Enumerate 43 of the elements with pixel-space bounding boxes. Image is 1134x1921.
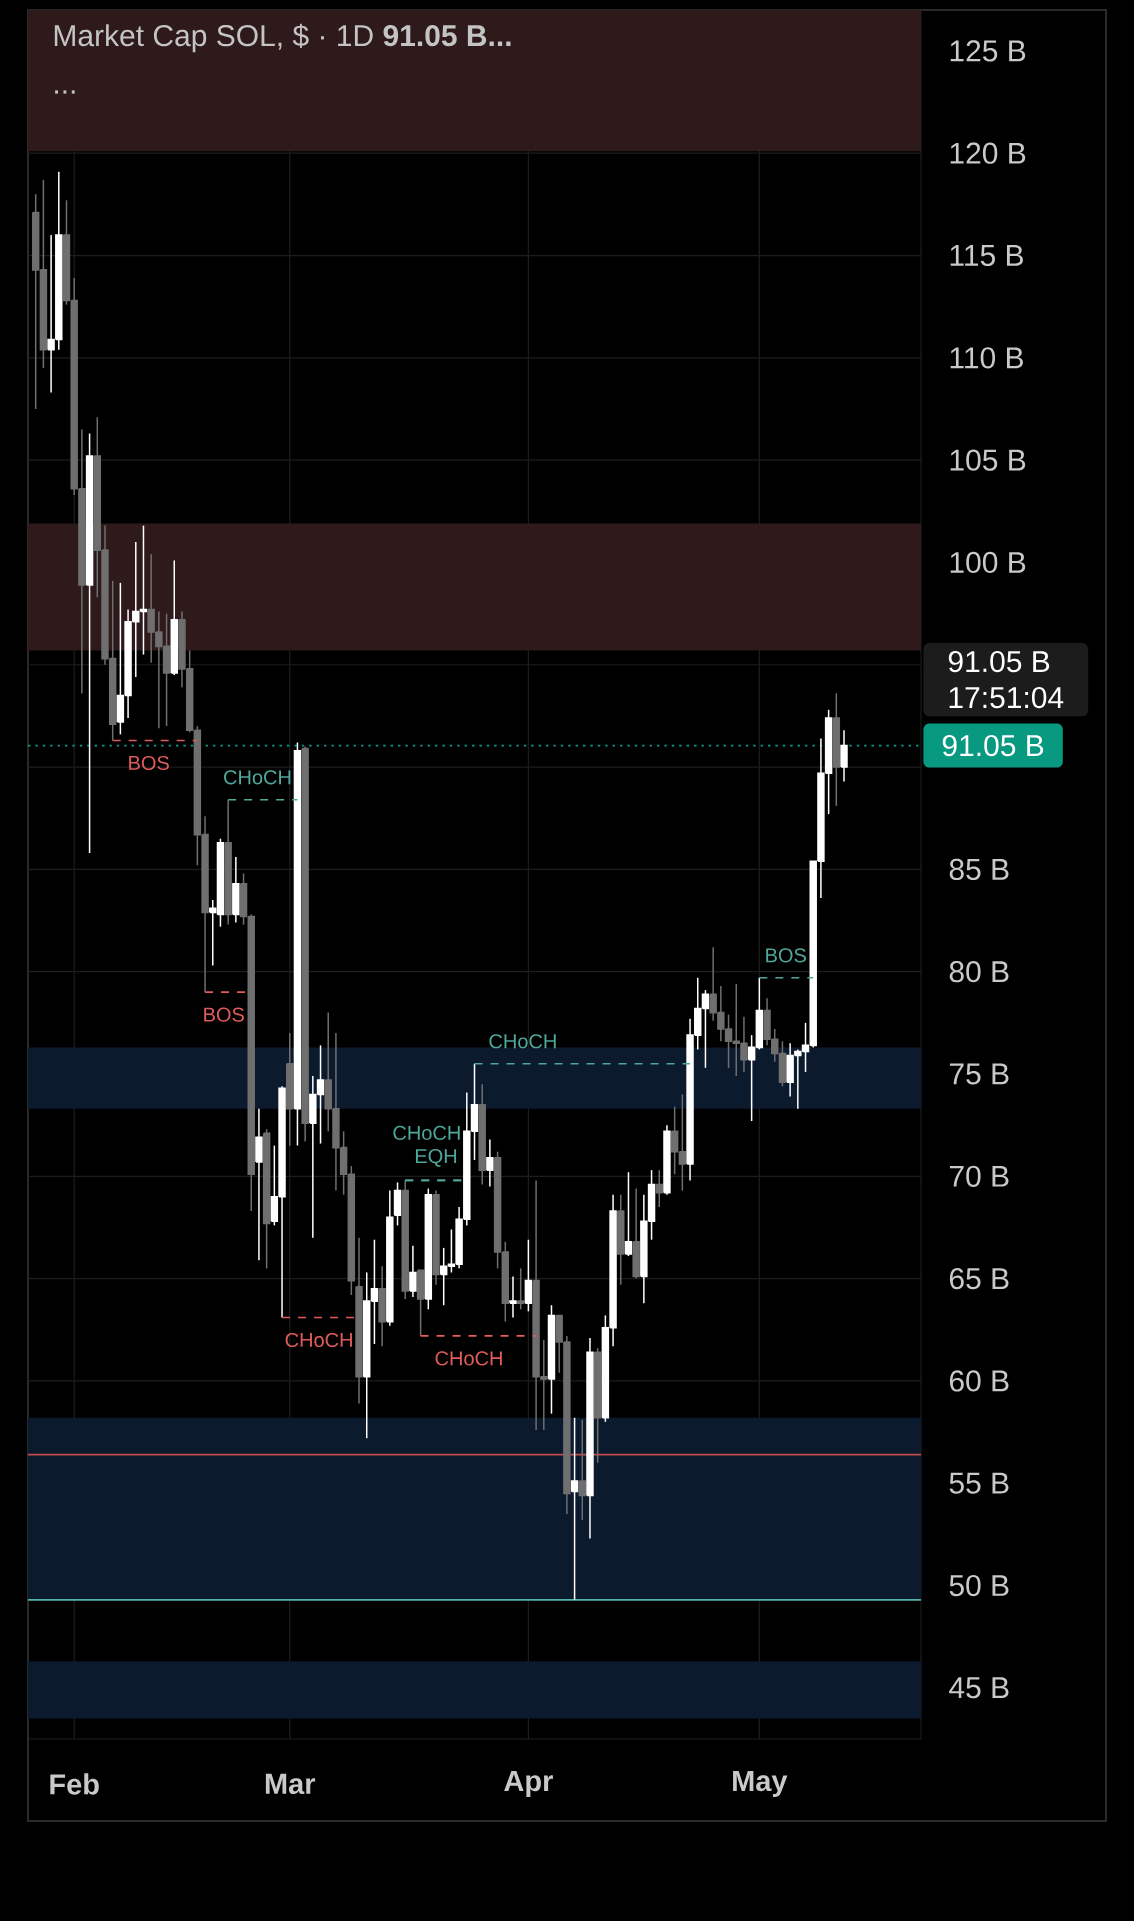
x-tick-label: May xyxy=(733,1771,788,1797)
candlestick xyxy=(655,1169,663,1208)
candlestick xyxy=(509,1275,517,1319)
y-tick-label: 75 B xyxy=(949,1063,1009,1085)
annotation: CHoCH xyxy=(285,1332,352,1348)
x-tick-label: Apr xyxy=(504,1771,553,1797)
annotation: CHoCH xyxy=(224,770,291,785)
y-tick-label: 125 B xyxy=(950,40,1026,62)
y-tick-label: 55 B xyxy=(949,1472,1009,1494)
annotation: EQH xyxy=(415,1149,457,1167)
y-tick-label: 115 B xyxy=(950,245,1023,266)
chart-title: Market Cap SOL, $ · 1D 91.05 B... xyxy=(54,23,511,53)
candlestick xyxy=(524,1238,533,1313)
candlestick xyxy=(624,1171,633,1257)
annotation: BOS xyxy=(204,1007,244,1022)
candlestick xyxy=(486,1138,494,1188)
y-tick-label: 70 B xyxy=(949,1165,1009,1187)
y-tick-label: 45 B xyxy=(949,1677,1009,1699)
text: 17:51:04 xyxy=(949,686,1064,709)
text: 91.05 B xyxy=(948,650,1050,673)
ref-line-label: 91.05 B xyxy=(942,734,1044,757)
candlestick xyxy=(578,1419,586,1521)
x-tick-label: Feb xyxy=(50,1773,99,1795)
annotation: CHoCH xyxy=(489,1034,556,1049)
y-tick-label: 60 B xyxy=(949,1370,1009,1392)
text: ... xyxy=(55,90,75,94)
annotation: CHoCH xyxy=(393,1125,460,1140)
y-tick-label: 105 B xyxy=(950,449,1026,471)
candlestick xyxy=(409,1245,417,1298)
candlestick xyxy=(840,729,848,783)
annotation: BOS xyxy=(129,755,169,771)
candlestick xyxy=(516,1267,525,1311)
y-tick-label: 100 B xyxy=(950,551,1026,574)
x-tick-label: Mar xyxy=(265,1773,316,1795)
y-tick-label: 110 B xyxy=(950,347,1023,369)
y-tick-label: 80 B xyxy=(949,961,1009,983)
y-tick-label: 120 B xyxy=(950,142,1026,164)
candlestick xyxy=(570,1416,579,1601)
annotation: CHoCH xyxy=(435,1351,502,1366)
y-tick-label: 65 B xyxy=(949,1267,1009,1290)
y-tick-label: 85 B xyxy=(949,858,1009,880)
annotation: BOS xyxy=(766,948,806,963)
y-tick-label: 50 B xyxy=(949,1574,1009,1597)
